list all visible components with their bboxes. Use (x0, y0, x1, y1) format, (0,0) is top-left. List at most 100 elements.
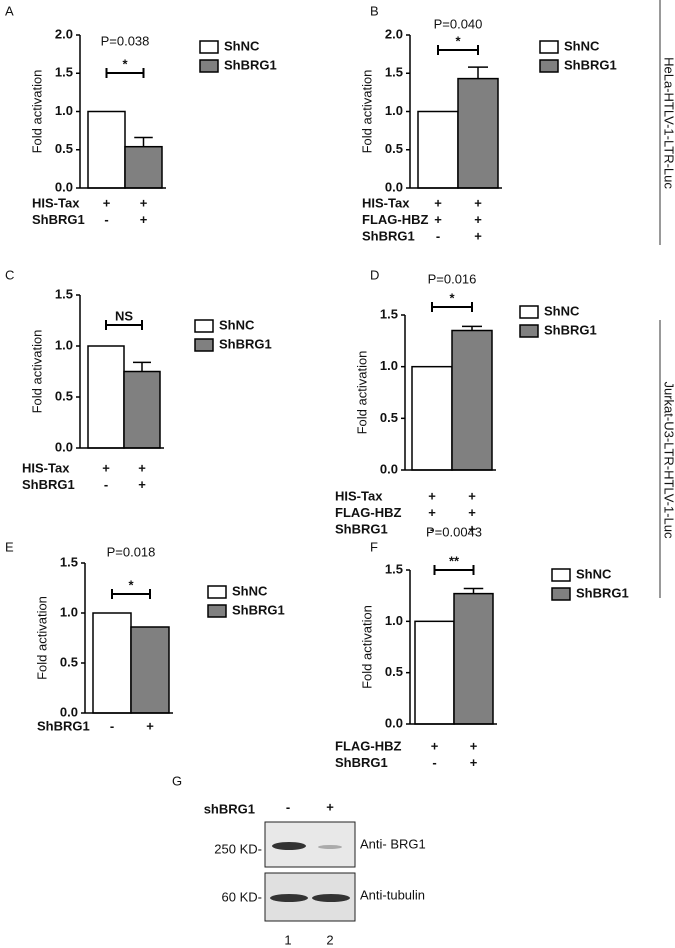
condition-mark: + (434, 212, 442, 227)
antibody-label: Anti-tubulin (360, 887, 425, 902)
legend-label: ShNC (219, 317, 255, 332)
panel-label: C (5, 267, 14, 282)
bar (453, 592, 494, 725)
y-tick-label: 2.0 (385, 26, 403, 41)
condition-mark: + (470, 738, 478, 753)
y-axis-label: Fold activation (359, 605, 374, 689)
y-tick-label: 0.5 (380, 410, 398, 425)
condition-mark: + (468, 521, 476, 536)
condition-label: FLAG-HBZ (335, 738, 401, 753)
legend-swatch (551, 568, 571, 582)
legend-label: ShBRG1 (232, 602, 285, 617)
legend-label: ShBRG1 (564, 57, 617, 72)
legend-swatch (519, 324, 539, 338)
bar (87, 345, 125, 449)
y-tick-label: 0.5 (55, 141, 73, 156)
condition-label: ShBRG1 (22, 477, 75, 492)
bar (124, 145, 163, 189)
condition-mark: + (428, 488, 436, 503)
p-value: P=0.016 (428, 271, 477, 286)
legend-label: ShBRG1 (219, 336, 272, 351)
condition-label: ShBRG1 (335, 755, 388, 770)
lane-label: - (286, 799, 290, 814)
legend-swatch (207, 604, 227, 618)
panel-label: B (370, 3, 379, 18)
y-tick-label: 0.0 (55, 439, 73, 454)
y-tick-label: 0.5 (55, 388, 73, 403)
panel-label: A (5, 3, 14, 18)
y-axis-label: Fold activation (34, 596, 49, 680)
lane-label: + (326, 799, 334, 814)
y-tick-label: 1.0 (380, 358, 398, 373)
condition-mark: + (102, 460, 110, 475)
condition-mark: + (468, 488, 476, 503)
y-tick-label: 1.0 (55, 337, 73, 352)
legend-label: ShNC (564, 38, 600, 53)
condition-mark: + (138, 460, 146, 475)
lane-number: 2 (326, 932, 333, 947)
p-value: P=0.0043 (426, 524, 482, 539)
condition-mark: + (140, 212, 148, 227)
condition-label: ShBRG1 (335, 521, 388, 536)
significance: * (455, 33, 461, 48)
bar (411, 365, 453, 471)
significance: * (128, 577, 134, 592)
condition-label: HIS-Tax (22, 460, 70, 475)
y-tick-label: 0.5 (60, 654, 78, 669)
condition-mark: + (146, 718, 154, 733)
legend-label: ShNC (576, 566, 612, 581)
lane-number: 1 (284, 932, 291, 947)
band (272, 842, 306, 850)
y-tick-label: 1.0 (385, 613, 403, 628)
legend-swatch (199, 40, 219, 54)
band (318, 845, 342, 849)
y-tick-label: 1.5 (385, 561, 403, 576)
y-tick-label: 0.5 (385, 664, 403, 679)
y-tick-label: 0.0 (60, 704, 78, 719)
significance: * (449, 290, 455, 305)
condition-label: FLAG-HBZ (362, 212, 428, 227)
panel-label: E (5, 539, 14, 554)
condition-mark: + (138, 477, 146, 492)
significance: NS (115, 308, 133, 323)
condition-mark: - (430, 521, 434, 536)
y-axis-label: Fold activation (29, 70, 44, 154)
condition-label: ShBRG1 (37, 718, 90, 733)
y-tick-label: 0.0 (385, 715, 403, 730)
condition-mark: - (436, 228, 440, 243)
condition-mark: + (434, 195, 442, 210)
condition-label: HIS-Tax (335, 488, 383, 503)
legend-label: ShNC (224, 38, 260, 53)
legend-swatch (199, 59, 219, 73)
y-tick-label: 0.0 (385, 179, 403, 194)
side-label: Jurkat-U3-LTR-HTLV-1-Luc (662, 382, 675, 539)
y-tick-label: 1.5 (55, 286, 73, 301)
marker-label: 250 KD- (214, 841, 262, 856)
bar (457, 77, 499, 189)
bar (123, 370, 161, 449)
y-tick-label: 0.5 (385, 141, 403, 156)
band (312, 894, 350, 902)
bar (87, 110, 126, 189)
legend-label: ShNC (544, 303, 580, 318)
condition-mark: + (468, 505, 476, 520)
condition-mark: + (474, 195, 482, 210)
band (270, 894, 308, 902)
p-value: P=0.038 (101, 33, 150, 48)
legend-swatch (519, 305, 539, 319)
y-tick-label: 1.5 (55, 65, 73, 80)
y-tick-label: 0.0 (55, 179, 73, 194)
blot-header: shBRG1 (204, 801, 255, 816)
bar (92, 612, 132, 714)
marker-label: 60 KD- (222, 889, 262, 904)
p-value: P=0.040 (434, 16, 483, 31)
condition-mark: - (104, 477, 108, 492)
condition-label: HIS-Tax (362, 195, 410, 210)
legend-label: ShNC (232, 583, 268, 598)
bar (451, 329, 493, 471)
condition-mark: + (474, 212, 482, 227)
condition-label: FLAG-HBZ (335, 505, 401, 520)
bar (130, 626, 170, 714)
condition-mark: + (103, 195, 111, 210)
